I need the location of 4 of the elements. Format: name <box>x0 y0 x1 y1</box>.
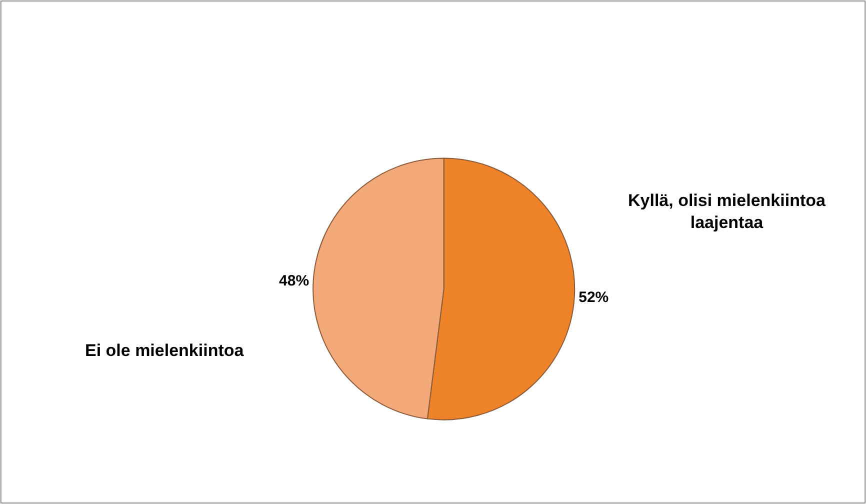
slice-label: Ei ole mielenkiintoa <box>85 341 244 360</box>
data-label: 48% <box>279 272 310 290</box>
data-label: 52% <box>578 288 609 306</box>
slice-label: Kyllä, olisi mielenkiintoa laajentaa <box>628 191 826 232</box>
